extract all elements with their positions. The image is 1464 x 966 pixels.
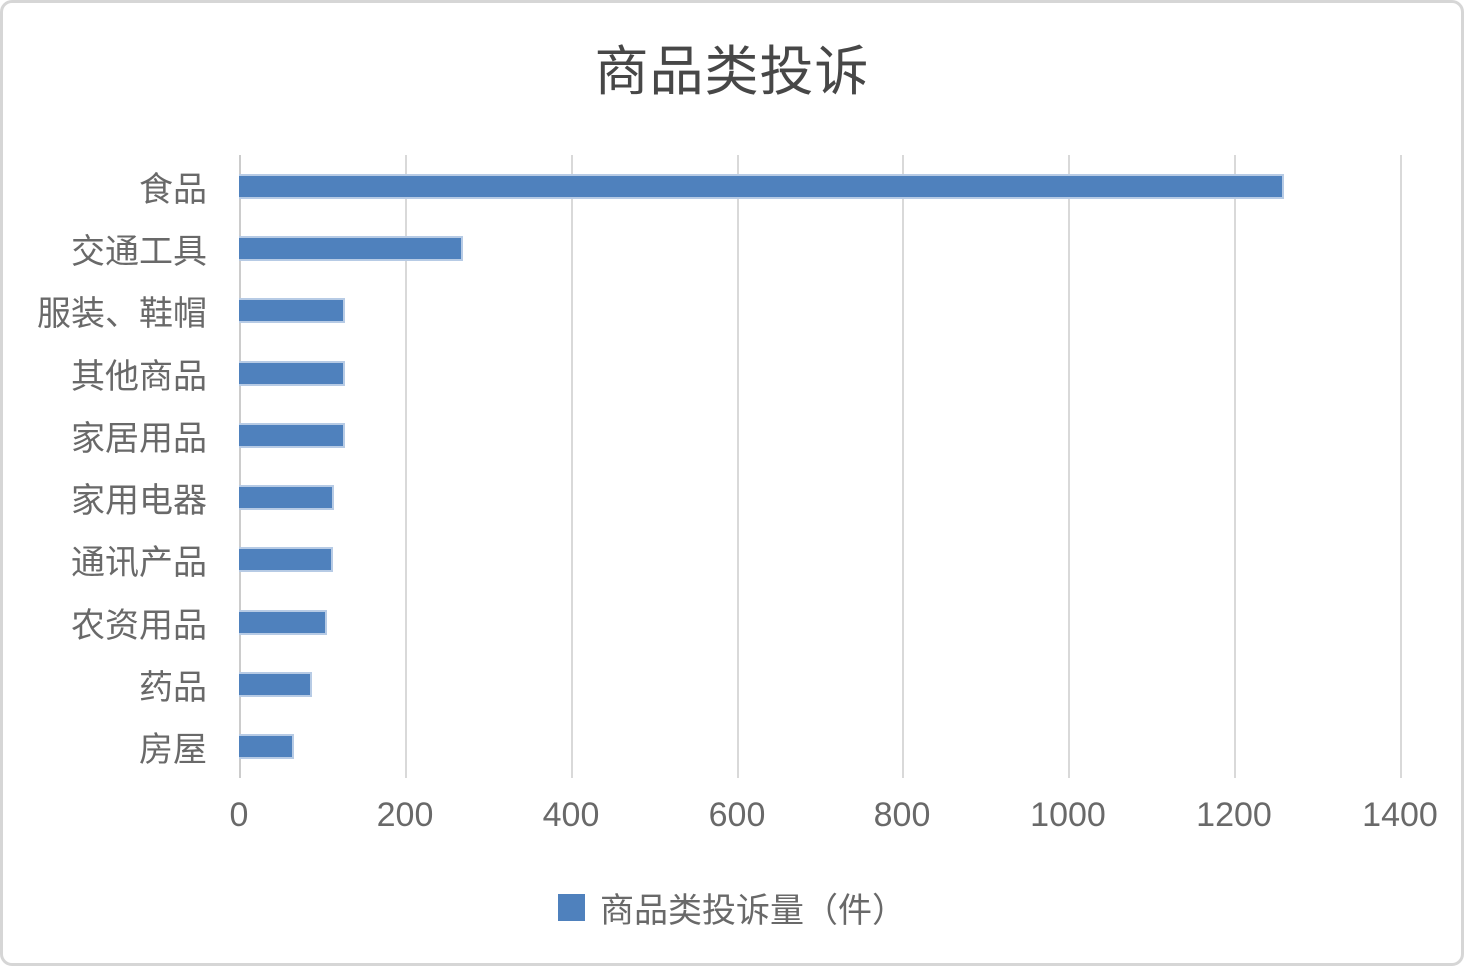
x-axis-tick-label: 600 (708, 796, 766, 834)
legend-marker-icon (558, 894, 585, 921)
category-label: 家用电器 (71, 482, 207, 521)
category-label: 房屋 (139, 731, 207, 770)
bar-row (239, 653, 1443, 715)
bar-食品 (239, 173, 1284, 199)
category-label: 服装、鞋帽 (37, 295, 207, 334)
bar-row (239, 467, 1443, 529)
y-axis-line (239, 155, 241, 778)
gridline (1400, 155, 1402, 778)
x-axis-tick-label: 1000 (1030, 796, 1106, 834)
category-label: 其他商品 (71, 357, 207, 396)
category-label: 交通工具 (71, 232, 207, 271)
gridline (571, 155, 573, 778)
gridline (902, 155, 904, 778)
bar-家用电器 (239, 485, 334, 511)
bar-通讯产品 (239, 547, 333, 573)
bar-家居用品 (239, 422, 345, 448)
x-axis-tick-label: 0 (229, 796, 249, 834)
gridline (405, 155, 407, 778)
x-axis-tick-label: 800 (873, 796, 931, 834)
category-label: 家居用品 (71, 419, 207, 458)
bar-交通工具 (239, 235, 463, 261)
bar-药品 (239, 672, 312, 698)
x-axis-tick-label: 1200 (1196, 796, 1272, 834)
x-axis-tick-label: 200 (376, 796, 434, 834)
bar-row (239, 342, 1443, 404)
legend-label: 商品类投诉量（件） (600, 892, 906, 930)
chart-title: 商品类投诉 (594, 42, 870, 102)
category-label: 食品 (139, 170, 207, 209)
bar-row (239, 217, 1443, 279)
bar-row (239, 591, 1443, 653)
category-label: 通讯产品 (71, 544, 207, 583)
bar-row (239, 280, 1443, 342)
y-axis-category-labels: 食品交通工具服装、鞋帽其他商品家居用品家用电器通讯产品农资用品药品房屋 (3, 155, 223, 778)
bar-服装、鞋帽 (239, 298, 345, 324)
category-label: 药品 (139, 669, 207, 708)
bar-row (239, 155, 1443, 217)
category-label: 农资用品 (71, 606, 207, 645)
plot-area (239, 155, 1443, 778)
x-axis: 0 200 400 600 800 1000 1200 1400 (3, 796, 1461, 842)
gridline (1234, 155, 1236, 778)
x-axis-tick-label: 1400 (1362, 796, 1438, 834)
bar-其他商品 (239, 360, 345, 386)
bar-row (239, 404, 1443, 466)
bar-row (239, 716, 1443, 778)
bar-row (239, 529, 1443, 591)
bar-房屋 (239, 734, 294, 760)
gridline (1068, 155, 1070, 778)
gridline (737, 155, 739, 778)
legend: 商品类投诉量（件） (3, 883, 1461, 932)
bar-农资用品 (239, 609, 327, 635)
x-axis-tick-label: 400 (542, 796, 600, 834)
